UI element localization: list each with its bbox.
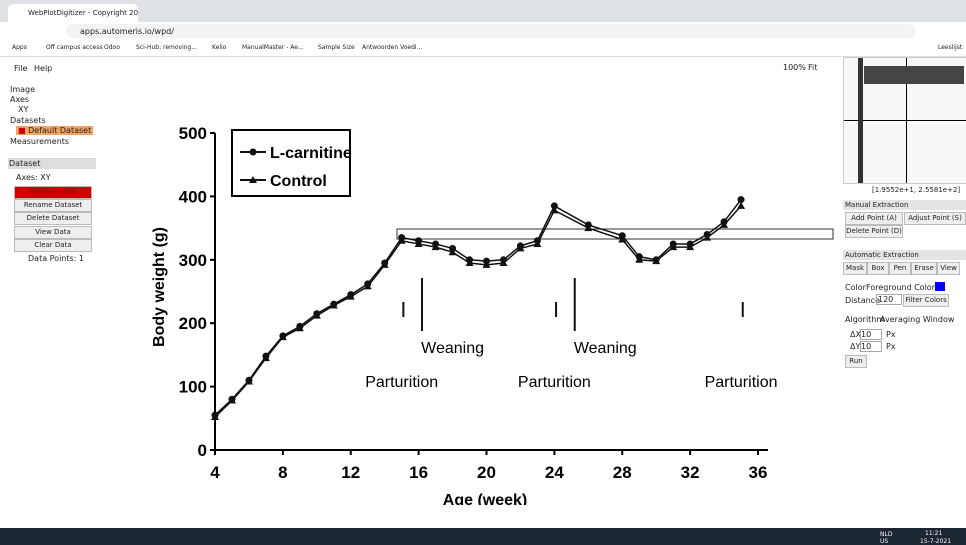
menu-help[interactable]: Help — [34, 64, 52, 73]
color-swatch[interactable] — [935, 282, 945, 291]
x-tick-label: 4 — [210, 463, 220, 482]
y-axis-label: Body weight (g) — [151, 227, 168, 347]
legend-marker — [250, 149, 257, 156]
panel-title: Dataset — [8, 158, 96, 169]
tree-item[interactable]: Image — [10, 85, 35, 94]
annotation: Weaning — [574, 340, 637, 357]
x-tick-label: 8 — [278, 463, 287, 482]
cursor-coords: [1.9552e+1, 2.5581e+2] — [872, 186, 960, 194]
plot-image: 0 100 200 300 400 500 4 8 12 16 20 24 28 32 36 Body wei… — [140, 75, 840, 505]
input[interactable]: 120 — [876, 294, 902, 305]
label: Color — [845, 283, 866, 292]
annotation: Weaning — [421, 340, 484, 357]
reading-list[interactable]: Leeslijst — [938, 44, 962, 51]
magnifier — [843, 57, 966, 184]
label: Algorithm — [845, 315, 884, 324]
bookmark[interactable]: Apps — [12, 44, 27, 51]
tab-button[interactable]: Mask — [843, 262, 867, 275]
y-tick-label: 400 — [179, 187, 207, 206]
x-axis-label: Age (week) — [443, 492, 527, 505]
tab-button[interactable]: View — [937, 262, 960, 275]
date: 15-7-2021 — [920, 538, 951, 545]
lang: NLD — [880, 531, 892, 538]
annotation: Parturition — [365, 374, 438, 391]
section-title: Automatic Extraction — [843, 250, 966, 260]
x-tick-label: 24 — [545, 463, 564, 482]
input[interactable]: 10 — [860, 329, 882, 340]
y-tick-label: 100 — [179, 378, 207, 397]
y-tick-label: 0 — [198, 441, 207, 460]
zoom-fit[interactable]: Fit — [808, 63, 817, 72]
tab-strip — [0, 0, 966, 22]
bookmark[interactable]: Kelio — [212, 44, 226, 51]
tab-button[interactable]: Pen — [889, 262, 911, 275]
bookmark[interactable]: ManualMaster - Ae... — [242, 44, 304, 51]
zoom-level: 100% — [783, 63, 806, 72]
select[interactable]: Averaging Window — [880, 315, 954, 324]
points-count: Data Points: 1 — [28, 254, 84, 263]
button[interactable]: Clear Data — [14, 239, 92, 252]
taskbar — [0, 528, 966, 545]
tree-item[interactable]: Measurements — [10, 137, 69, 146]
button[interactable]: Delete Point (D) — [845, 225, 903, 238]
input[interactable]: 10 — [860, 341, 882, 352]
unit: Px — [886, 330, 896, 339]
legend-label: L-carnitine — [270, 145, 352, 162]
button[interactable]: Display Color — [14, 186, 92, 199]
url: apps.automeris.io/wpd/ — [80, 27, 174, 36]
x-tick-label: 12 — [341, 463, 360, 482]
tree-item[interactable]: XY — [18, 105, 28, 114]
series-line — [215, 200, 741, 416]
y-tick-label: 300 — [179, 251, 207, 270]
tree-item-selected[interactable]: ■ Default Dataset — [16, 126, 93, 135]
bookmark[interactable]: Antwoorden Voedi... — [362, 44, 422, 51]
button[interactable]: Adjust Point (S) — [904, 212, 966, 225]
label: ΔY — [850, 342, 860, 351]
tree-item[interactable]: Axes — [10, 95, 29, 104]
tree-item[interactable]: Datasets — [10, 116, 46, 125]
button[interactable]: Run — [845, 355, 867, 368]
button[interactable]: Filter Colors — [903, 294, 949, 307]
tab-button[interactable]: Box — [867, 262, 889, 275]
tree-label: Default Dataset — [28, 126, 91, 135]
bookmark[interactable]: Odoo — [104, 44, 120, 51]
layout: US — [880, 538, 888, 545]
annotation: Parturition — [705, 374, 778, 391]
tab-button[interactable]: Erase — [911, 262, 937, 275]
bookmark[interactable]: Off campus access — [46, 44, 102, 51]
x-tick-label: 28 — [613, 463, 632, 482]
button[interactable]: Delete Dataset — [14, 212, 92, 225]
button[interactable]: View Data — [14, 226, 92, 239]
unit: Px — [886, 342, 896, 351]
x-tick-label: 16 — [409, 463, 428, 482]
annotation: Parturition — [518, 374, 591, 391]
x-tick-label: 32 — [681, 463, 700, 482]
axes-select[interactable]: Axes: XY — [16, 173, 51, 182]
legend-label: Control — [270, 173, 327, 190]
series-line — [215, 206, 741, 417]
label: Distance — [845, 296, 880, 305]
tab-title: WebPlotDigitizer - Copyright 20 — [28, 9, 138, 17]
button[interactable]: Rename Dataset — [14, 199, 92, 212]
y-tick-label: 500 — [179, 124, 207, 143]
page: WebPlotDigitizer - Copyright 20 apps.aut… — [0, 0, 966, 545]
y-tick-label: 200 — [179, 314, 207, 333]
select[interactable]: Foreground Color — [866, 283, 935, 292]
menu-file[interactable]: File — [14, 64, 27, 73]
x-tick-label: 36 — [749, 463, 768, 482]
address-bar[interactable] — [66, 24, 916, 38]
x-tick-label: 20 — [477, 463, 496, 482]
clock: 11:21 — [925, 530, 942, 537]
bookmark[interactable]: Sample Size — [318, 44, 355, 51]
section-title: Manual Extraction — [843, 200, 966, 210]
button[interactable]: Add Point (A) — [845, 212, 903, 225]
bookmark[interactable]: Sci-Hub: removing... — [136, 44, 197, 51]
